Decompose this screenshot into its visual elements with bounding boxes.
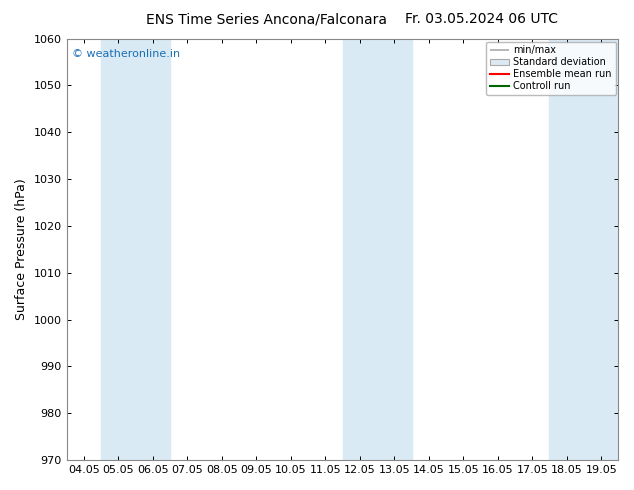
- Text: © weatheronline.in: © weatheronline.in: [72, 49, 180, 59]
- Bar: [342, 39, 411, 460]
- Text: Fr. 03.05.2024 06 UTC: Fr. 03.05.2024 06 UTC: [405, 12, 559, 26]
- Legend: min/max, Standard deviation, Ensemble mean run, Controll run: min/max, Standard deviation, Ensemble me…: [486, 42, 616, 95]
- Bar: [101, 39, 170, 460]
- Y-axis label: Surface Pressure (hPa): Surface Pressure (hPa): [15, 178, 28, 320]
- Text: ENS Time Series Ancona/Falconara: ENS Time Series Ancona/Falconara: [146, 12, 387, 26]
- Bar: [550, 39, 619, 460]
